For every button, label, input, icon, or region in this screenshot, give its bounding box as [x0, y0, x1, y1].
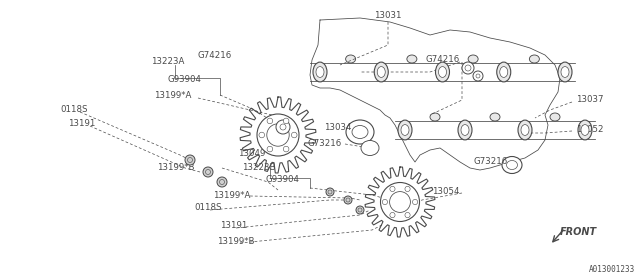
Circle shape: [267, 146, 273, 152]
Circle shape: [381, 183, 419, 221]
Ellipse shape: [438, 67, 447, 77]
Text: 13223B: 13223B: [242, 162, 275, 171]
Ellipse shape: [468, 55, 478, 63]
Text: G73216: G73216: [474, 157, 508, 167]
Text: 13199*A: 13199*A: [154, 92, 192, 101]
Ellipse shape: [506, 160, 518, 169]
Circle shape: [257, 114, 299, 156]
Circle shape: [390, 186, 395, 192]
Ellipse shape: [316, 67, 324, 77]
Ellipse shape: [435, 62, 449, 82]
Ellipse shape: [352, 125, 368, 139]
Ellipse shape: [401, 125, 409, 136]
Circle shape: [326, 188, 334, 196]
Circle shape: [390, 192, 410, 213]
Ellipse shape: [346, 55, 356, 63]
Ellipse shape: [521, 125, 529, 136]
Circle shape: [291, 132, 297, 138]
Text: 13199*B: 13199*B: [217, 237, 255, 246]
Text: 13223A: 13223A: [151, 57, 185, 67]
Circle shape: [280, 124, 286, 130]
Text: 13031: 13031: [374, 11, 402, 20]
Circle shape: [344, 196, 352, 204]
Text: 13199*B: 13199*B: [157, 162, 195, 171]
Text: 13191: 13191: [220, 221, 248, 230]
Ellipse shape: [518, 120, 532, 140]
Ellipse shape: [558, 62, 572, 82]
Circle shape: [405, 186, 410, 192]
Text: 13052: 13052: [576, 125, 604, 134]
Text: A013001233: A013001233: [589, 265, 635, 274]
Circle shape: [203, 167, 213, 177]
Circle shape: [412, 199, 418, 205]
Ellipse shape: [374, 62, 388, 82]
Ellipse shape: [550, 113, 560, 121]
Text: 0118S: 0118S: [195, 204, 221, 213]
Ellipse shape: [398, 120, 412, 140]
Circle shape: [267, 124, 289, 146]
Text: G93904: G93904: [265, 176, 299, 185]
Circle shape: [462, 62, 474, 74]
Circle shape: [284, 146, 289, 152]
Ellipse shape: [430, 113, 440, 121]
Ellipse shape: [500, 67, 508, 77]
Text: G73216: G73216: [308, 139, 342, 148]
Circle shape: [276, 120, 290, 134]
Ellipse shape: [561, 67, 569, 77]
Ellipse shape: [497, 62, 511, 82]
Ellipse shape: [461, 125, 469, 136]
Text: 13037: 13037: [576, 95, 604, 104]
Text: 13199*A: 13199*A: [213, 190, 251, 199]
Text: FRONT: FRONT: [560, 227, 597, 237]
Text: 0118S: 0118S: [60, 106, 88, 115]
Circle shape: [356, 206, 364, 214]
Circle shape: [405, 213, 410, 218]
Ellipse shape: [313, 62, 327, 82]
Text: 13054: 13054: [433, 188, 460, 197]
Text: 13049: 13049: [237, 150, 265, 158]
Ellipse shape: [502, 157, 522, 174]
Text: 13191: 13191: [68, 120, 95, 129]
Circle shape: [382, 199, 388, 205]
Circle shape: [217, 177, 227, 187]
Ellipse shape: [490, 113, 500, 121]
Ellipse shape: [581, 125, 589, 136]
Ellipse shape: [361, 141, 379, 155]
Ellipse shape: [458, 120, 472, 140]
Circle shape: [259, 132, 264, 138]
Circle shape: [185, 155, 195, 165]
Text: G74216: G74216: [198, 50, 232, 60]
Ellipse shape: [407, 55, 417, 63]
Ellipse shape: [529, 55, 540, 63]
Circle shape: [390, 213, 395, 218]
Circle shape: [267, 118, 273, 124]
Circle shape: [284, 118, 289, 124]
Ellipse shape: [346, 120, 374, 144]
Circle shape: [465, 65, 471, 71]
Ellipse shape: [377, 67, 385, 77]
Text: G74216: G74216: [426, 55, 460, 64]
Ellipse shape: [578, 120, 592, 140]
Circle shape: [473, 71, 483, 81]
Circle shape: [476, 74, 480, 78]
Text: 13034: 13034: [324, 123, 352, 132]
Text: G93904: G93904: [168, 76, 202, 85]
